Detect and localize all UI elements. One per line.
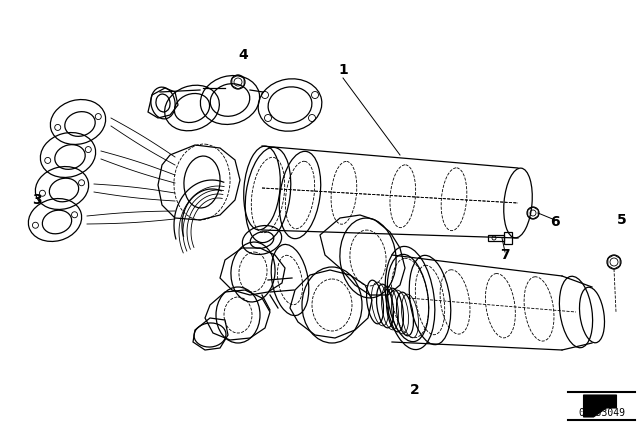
- Polygon shape: [584, 395, 616, 417]
- Text: 4: 4: [238, 48, 248, 62]
- Text: 2: 2: [410, 383, 420, 397]
- Text: 5: 5: [617, 213, 627, 227]
- Text: 3: 3: [32, 193, 42, 207]
- Text: 6: 6: [550, 215, 560, 229]
- Text: 7: 7: [500, 248, 510, 262]
- Text: 1: 1: [338, 63, 348, 77]
- Text: 00153049: 00153049: [578, 408, 625, 418]
